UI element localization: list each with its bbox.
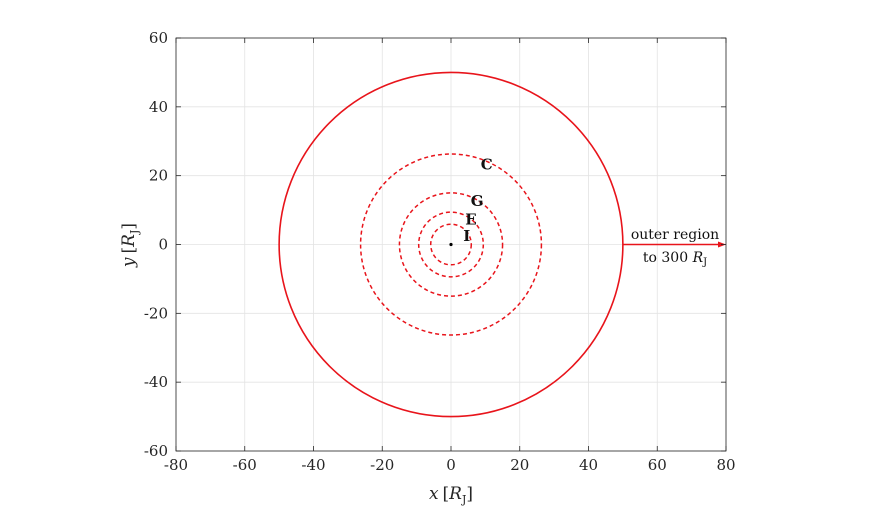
x-axis-var: x [429, 484, 439, 504]
annotation-unit: R [692, 250, 704, 266]
x-tick-label: 20 [510, 456, 529, 474]
center-dot [449, 242, 453, 247]
x-axis-unit-sub: J [461, 493, 466, 506]
y-tick-label: 20 [149, 167, 168, 185]
y-tick-label: 40 [149, 98, 168, 116]
y-tick-label: 0 [158, 236, 168, 254]
annotation-prefix: to 300 [643, 250, 693, 266]
x-tick-label: -40 [301, 456, 325, 474]
orbit-label-i: I [463, 227, 470, 245]
y-axis-close: ] [119, 223, 139, 230]
x-tick-label: 60 [648, 456, 667, 474]
orbit-label-e: E [465, 211, 476, 229]
x-tick-label: 0 [446, 456, 456, 474]
y-axis-label: y [RJ] [119, 223, 141, 268]
x-axis-open: [ [443, 484, 450, 504]
y-axis-unit-sub: J [128, 230, 141, 235]
x-tick-label: -60 [233, 456, 257, 474]
y-tick-label: -60 [144, 442, 168, 460]
x-tick-label: -20 [370, 456, 394, 474]
x-tick-label: -80 [164, 456, 188, 474]
annotation-line-1: outer region [631, 227, 719, 243]
y-tick-label: -20 [144, 304, 168, 322]
y-tick-label: -40 [144, 373, 168, 391]
orbit-c [359, 153, 543, 336]
x-tick-label: 80 [716, 456, 735, 474]
x-axis-unit: R [448, 484, 462, 504]
y-axis-var: y [119, 257, 139, 268]
y-tick-label: 60 [149, 29, 168, 47]
moon-labels: IEG C [463, 155, 492, 245]
orbit-e [417, 211, 485, 278]
orbit-g [398, 192, 504, 297]
x-tick-label: 40 [579, 456, 598, 474]
x-axis-label: x [RJ] [429, 484, 473, 506]
orbit-label-g: G [471, 192, 484, 210]
y-axis-unit: R [119, 234, 139, 248]
orbit-i [429, 223, 473, 266]
series [278, 71, 726, 418]
y-axis-open: [ [119, 247, 139, 254]
annotation-unit-sub: J [702, 257, 707, 268]
x-axis-close: ] [466, 484, 473, 504]
orbit-label-c: C [481, 155, 493, 173]
annotation-line-2: to 300 RJ [643, 250, 707, 268]
